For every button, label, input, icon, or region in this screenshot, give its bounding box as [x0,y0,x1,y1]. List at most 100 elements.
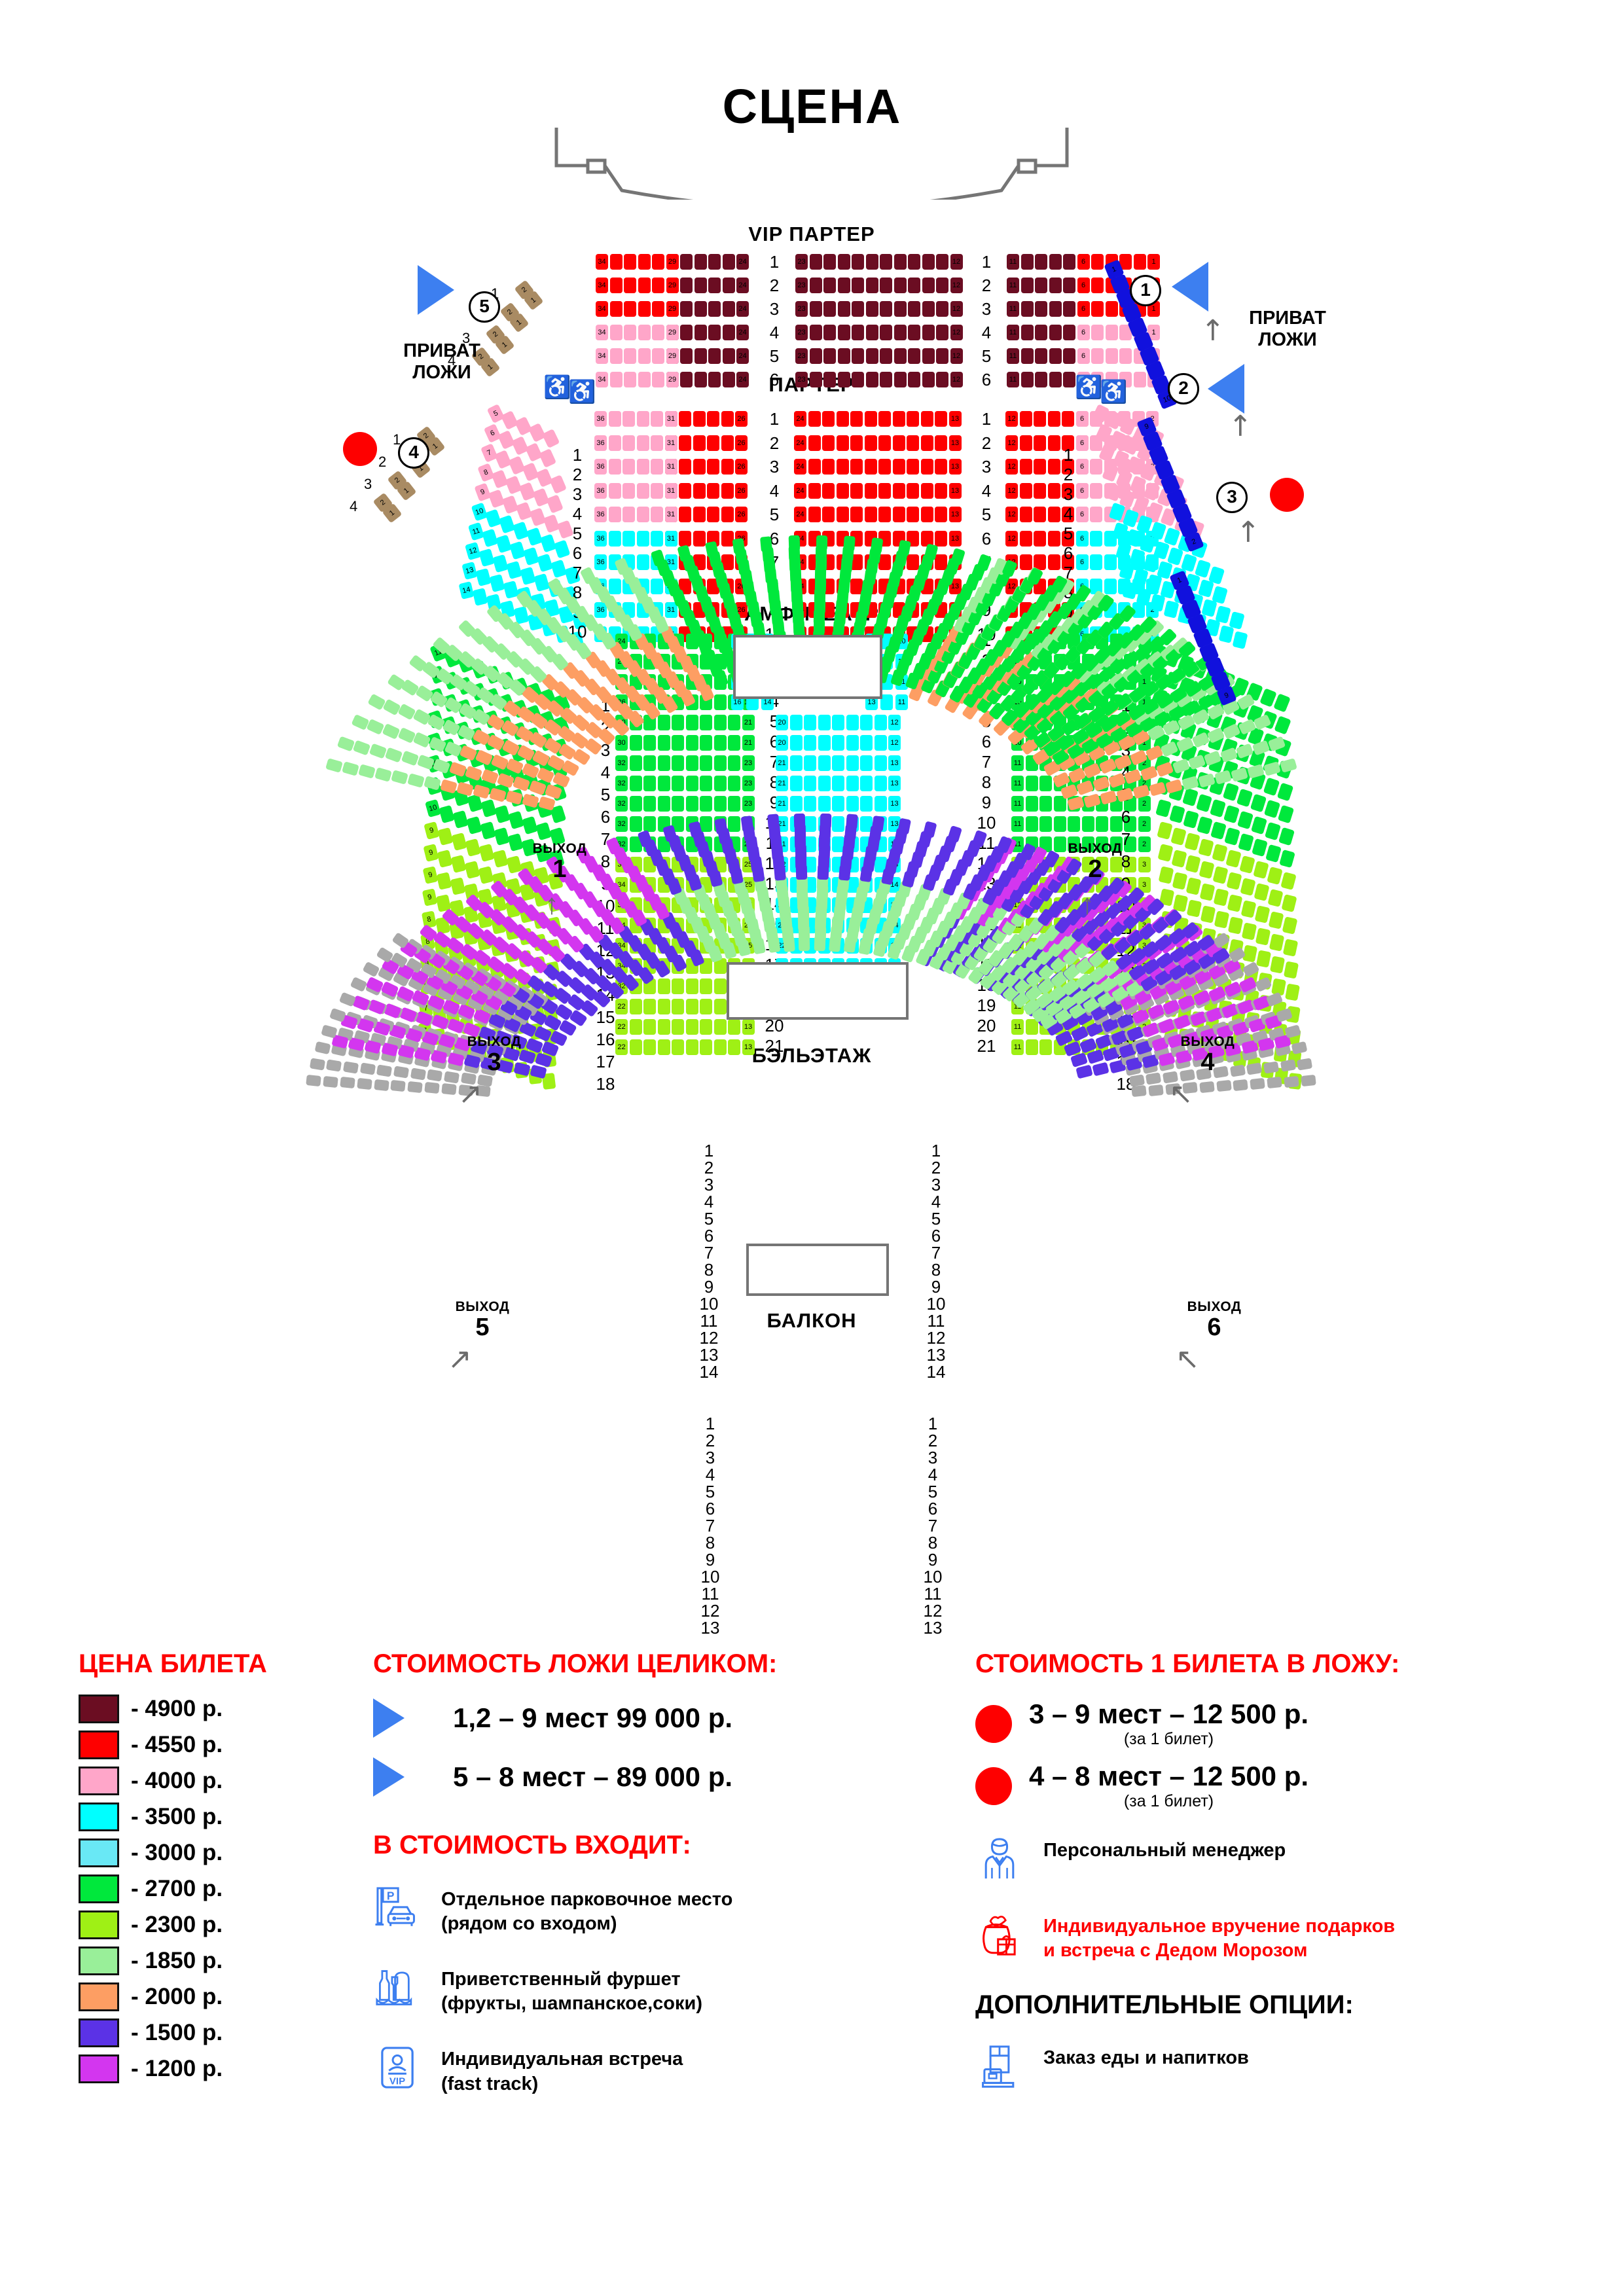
seat[interactable] [1200,905,1216,924]
seat[interactable]: 23 [795,254,808,270]
seat[interactable] [1223,804,1240,824]
private-box-number-3[interactable]: 3 [1216,482,1248,513]
seat[interactable] [520,566,536,586]
seat[interactable]: 11 [1011,776,1024,791]
seat[interactable] [722,278,735,293]
seat[interactable] [892,482,905,499]
seat[interactable] [672,978,684,994]
seat[interactable] [707,507,719,522]
seat[interactable] [472,587,488,606]
seat[interactable] [865,348,878,364]
seat[interactable]: 10 [424,798,441,818]
seat[interactable]: 11 [1007,278,1019,293]
seat[interactable] [837,254,850,270]
seat[interactable]: 11 [1011,1039,1024,1055]
seat[interactable] [713,978,727,994]
seat[interactable] [356,1077,372,1090]
seat[interactable] [823,372,836,387]
seat[interactable] [509,541,526,560]
seat[interactable] [1241,922,1257,941]
seat[interactable]: 12 [888,715,901,730]
seat[interactable] [535,468,553,488]
seat[interactable] [818,735,831,751]
seat[interactable]: 12 [950,254,963,270]
seat[interactable] [1252,861,1269,880]
seat[interactable] [1039,1039,1052,1055]
seat[interactable] [623,507,635,522]
seat[interactable] [1255,927,1271,946]
seat[interactable] [936,301,948,317]
seat[interactable] [685,978,698,994]
seat[interactable] [484,509,502,528]
seat[interactable] [1035,348,1047,364]
seat[interactable]: 24 [794,482,806,499]
seat[interactable] [1039,776,1052,791]
seat[interactable] [837,325,850,340]
seat[interactable]: 11 [1007,325,1019,340]
seat[interactable] [936,254,948,270]
seat[interactable] [722,372,735,387]
seat[interactable] [1199,860,1215,879]
seat[interactable]: 31 [664,459,677,475]
seat[interactable]: 34 [596,325,608,340]
seat[interactable] [852,325,864,340]
seat[interactable] [629,776,642,791]
seat[interactable] [511,436,530,456]
seat[interactable]: 11 [1007,348,1019,364]
seat[interactable] [672,1019,684,1035]
seat[interactable] [922,821,937,838]
seat[interactable] [1039,816,1052,832]
seat[interactable] [465,816,482,834]
seat[interactable]: 36 [594,435,607,451]
seat[interactable] [1282,916,1298,935]
seat[interactable] [804,796,816,812]
seat[interactable] [809,348,822,364]
seat[interactable] [1199,1081,1215,1093]
private-box-number-4[interactable]: 4 [398,437,429,469]
seat[interactable] [1155,798,1172,818]
seat[interactable] [494,449,512,469]
seat[interactable] [874,776,887,791]
seat[interactable] [850,411,863,427]
seat[interactable]: 6 [1075,459,1089,475]
seat[interactable]: 23 [742,776,755,791]
seat[interactable] [526,527,543,547]
seat[interactable] [908,372,920,387]
seat[interactable]: 24 [736,348,749,364]
seat[interactable] [1156,821,1173,840]
seat[interactable] [410,1067,426,1081]
seat[interactable] [823,278,836,293]
seat[interactable] [680,372,693,387]
seat[interactable] [624,254,636,270]
seat[interactable]: 6 [1075,411,1089,427]
seat[interactable] [1133,254,1146,270]
seat[interactable] [1252,838,1269,857]
seat[interactable] [638,372,651,387]
seat[interactable] [1063,301,1075,317]
seat[interactable] [672,796,684,812]
seat[interactable]: 12 [1005,411,1018,427]
seat[interactable] [672,776,684,791]
seat[interactable]: 13 [948,459,962,475]
seat[interactable] [922,348,935,364]
seat[interactable] [1025,796,1038,812]
seat[interactable] [1019,435,1032,451]
seat[interactable] [1263,799,1281,819]
seat[interactable] [708,301,721,317]
seat[interactable] [846,715,859,730]
seat[interactable] [1277,805,1295,824]
seat[interactable]: 11 [1011,816,1024,832]
seat[interactable] [1183,833,1200,852]
seat[interactable] [789,796,803,812]
seat[interactable] [382,723,401,740]
seat[interactable] [823,348,836,364]
seat[interactable] [438,804,455,823]
seat[interactable] [728,755,740,771]
seat[interactable] [1232,631,1248,649]
seat[interactable] [694,348,707,364]
seat[interactable] [685,735,698,751]
exit-6[interactable]: ВЫХОД 6 [1172,1299,1257,1341]
seat[interactable] [609,301,623,317]
seat[interactable] [1265,821,1282,841]
seat[interactable] [489,573,505,593]
